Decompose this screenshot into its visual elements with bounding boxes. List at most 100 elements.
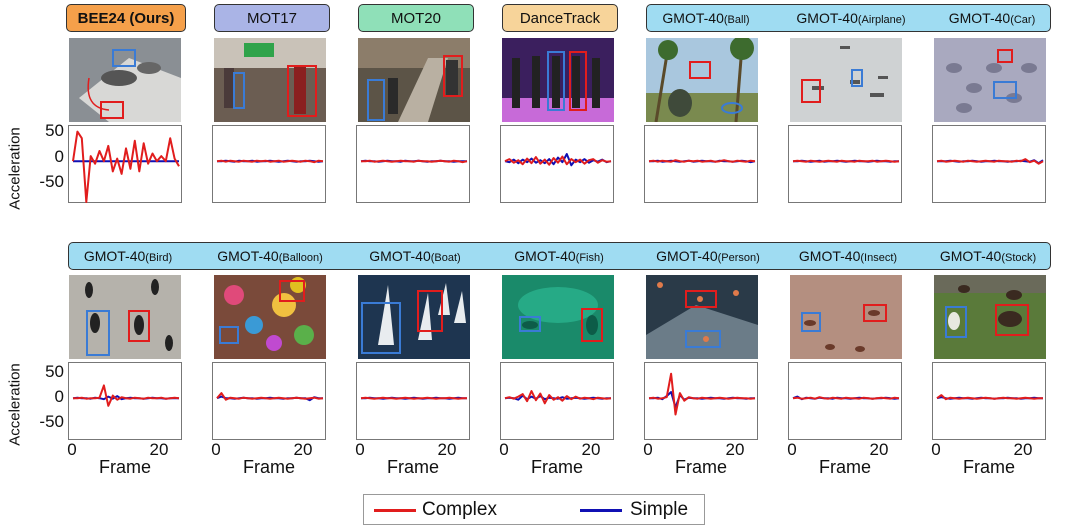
label-gmot-insect: GMOT-40(Insect) (783, 242, 913, 270)
thumb-gmot-person (646, 275, 758, 359)
xlabel: Frame (386, 457, 439, 477)
thumb-gmot-ball (646, 38, 758, 122)
plot-gmot-person (644, 362, 758, 440)
plot-gmot-ball-svg (648, 159, 756, 164)
plot-gmot-car-svg (936, 158, 1044, 165)
plot-bee24 (68, 125, 182, 203)
gmot-airplane-sub: (Airplane) (857, 14, 906, 26)
plot-mot20 (356, 125, 470, 203)
thumb-gmot-fish (502, 275, 614, 359)
label-mot20-text: MOT20 (390, 10, 441, 27)
plot-gmot-fish-svg (504, 390, 612, 405)
xtick-20: 20 (725, 440, 745, 459)
plot-gmot-bird-series-complex-line (73, 384, 180, 407)
ytick-r2-neg50: -50 (39, 412, 64, 431)
gmot-person-sub: (Person) (717, 252, 760, 264)
ylabel-row1: Acceleration (6, 127, 24, 210)
plot-mot17-series-complex-line (216, 159, 324, 164)
label-dancetrack-text: DanceTrack (519, 10, 601, 27)
xtick-0: 0 (355, 440, 365, 459)
label-gmot-person: GMOT-40(Person) (639, 242, 777, 270)
legend-complex-label: Complex (422, 499, 497, 520)
plot-mot17 (212, 125, 326, 203)
ytick-r2-50: 50 (45, 362, 64, 381)
plot-gmot-insect-series-complex-line (792, 396, 900, 400)
plot-gmot-car-series-complex-line (936, 158, 1044, 165)
plot-gmot-stock-svg (936, 394, 1043, 401)
label-gmot-bird: GMOT-40(Bird) (68, 242, 188, 270)
thumb-bee24 (69, 38, 181, 122)
plot-gmot-insect (788, 362, 902, 440)
thumb-mot20 (358, 38, 470, 122)
gmot-bird-sub: (Bird) (145, 252, 173, 264)
xtick-20: 20 (581, 440, 601, 459)
plot-gmot-balloon-series-complex-line (216, 392, 324, 401)
xlabel: Frame (242, 457, 295, 477)
legend-simple-swatch (580, 509, 622, 512)
plot-gmot-insect-svg (792, 395, 900, 401)
legend: Complex Simple (363, 494, 705, 525)
plot-gmot-car (932, 125, 1046, 203)
gmot-stock-sub: (Stock) (1001, 252, 1037, 264)
gmot-stock-main: GMOT-40 (939, 248, 1002, 264)
plot-bee24-svg (72, 130, 180, 203)
plot-gmot-person-series-complex-line (648, 372, 756, 416)
plot-mot17-svg (216, 159, 324, 164)
ytick-r1-neg50: -50 (39, 172, 64, 191)
label-gmot-airplane: GMOT-40(Airplane) (781, 4, 921, 32)
thumb-gmot-balloon (214, 275, 326, 359)
label-gmot-car: GMOT-40(Car) (932, 4, 1052, 32)
xtick-20: 20 (293, 440, 313, 459)
xlabel: Frame (530, 457, 583, 477)
plot-bee24-series-complex-line (72, 130, 180, 203)
thumb-gmot-airplane (790, 38, 902, 122)
thumb-gmot-boat (358, 275, 470, 359)
legend-complex-swatch (374, 509, 416, 512)
gmot-band-row2 (68, 242, 1051, 270)
plot-gmot-ball (644, 125, 758, 203)
gmot-boat-sub: (Boat) (430, 252, 461, 264)
xlabel: Frame (962, 457, 1015, 477)
legend-simple-label: Simple (630, 499, 689, 520)
plot-gmot-ball-series-complex-line (648, 159, 756, 163)
gmot-band-row1 (646, 4, 1051, 32)
thumb-dancetrack (502, 38, 614, 122)
plot-gmot-bird-svg (72, 384, 180, 407)
gmot-insect-main: GMOT-40 (798, 248, 861, 264)
plot-gmot-boat-svg (360, 396, 467, 400)
plot-gmot-balloon (212, 362, 326, 440)
plot-mot20-svg (360, 159, 468, 164)
gmot-car-main: GMOT-40 (948, 10, 1011, 26)
xtick-0: 0 (787, 440, 797, 459)
ylabel-row2: Acceleration (6, 363, 24, 446)
xtick-20: 20 (437, 440, 457, 459)
plot-gmot-bird (68, 362, 182, 440)
plot-dancetrack (500, 125, 614, 203)
xtick-0: 0 (643, 440, 653, 459)
xtick-0: 0 (499, 440, 509, 459)
xlabel: Frame (674, 457, 727, 477)
label-gmot-boat: GMOT-40(Boat) (353, 242, 477, 270)
gmot-boat-main: GMOT-40 (369, 248, 431, 264)
xlabel: Frame (98, 457, 151, 477)
xtick-20: 20 (1013, 440, 1033, 459)
plot-dancetrack-series-complex-line (504, 155, 612, 166)
plot-gmot-person-svg (648, 372, 756, 416)
plot-gmot-fish-series-complex-line (504, 390, 612, 405)
thumb-gmot-insect (790, 275, 902, 359)
thumb-gmot-bird (69, 275, 181, 359)
gmot-ball-sub: (Ball) (723, 14, 750, 26)
ytick-r2-0: 0 (54, 387, 64, 406)
xtick-0: 0 (67, 440, 77, 459)
gmot-fish-sub: (Fish) (575, 252, 604, 264)
plot-dancetrack-svg (504, 153, 612, 167)
ytick-r1-0: 0 (54, 147, 64, 166)
thumb-mot17 (214, 38, 326, 122)
label-mot17-text: MOT17 (246, 10, 297, 27)
plot-gmot-balloon-svg (216, 392, 324, 402)
label-gmot-balloon: GMOT-40(Balloon) (200, 242, 340, 270)
label-gmot-stock: GMOT-40(Stock) (926, 242, 1050, 270)
plot-gmot-airplane-svg (792, 159, 900, 163)
ytick-r1-50: 50 (45, 121, 64, 140)
plot-gmot-boat-series-complex-line (360, 396, 467, 400)
